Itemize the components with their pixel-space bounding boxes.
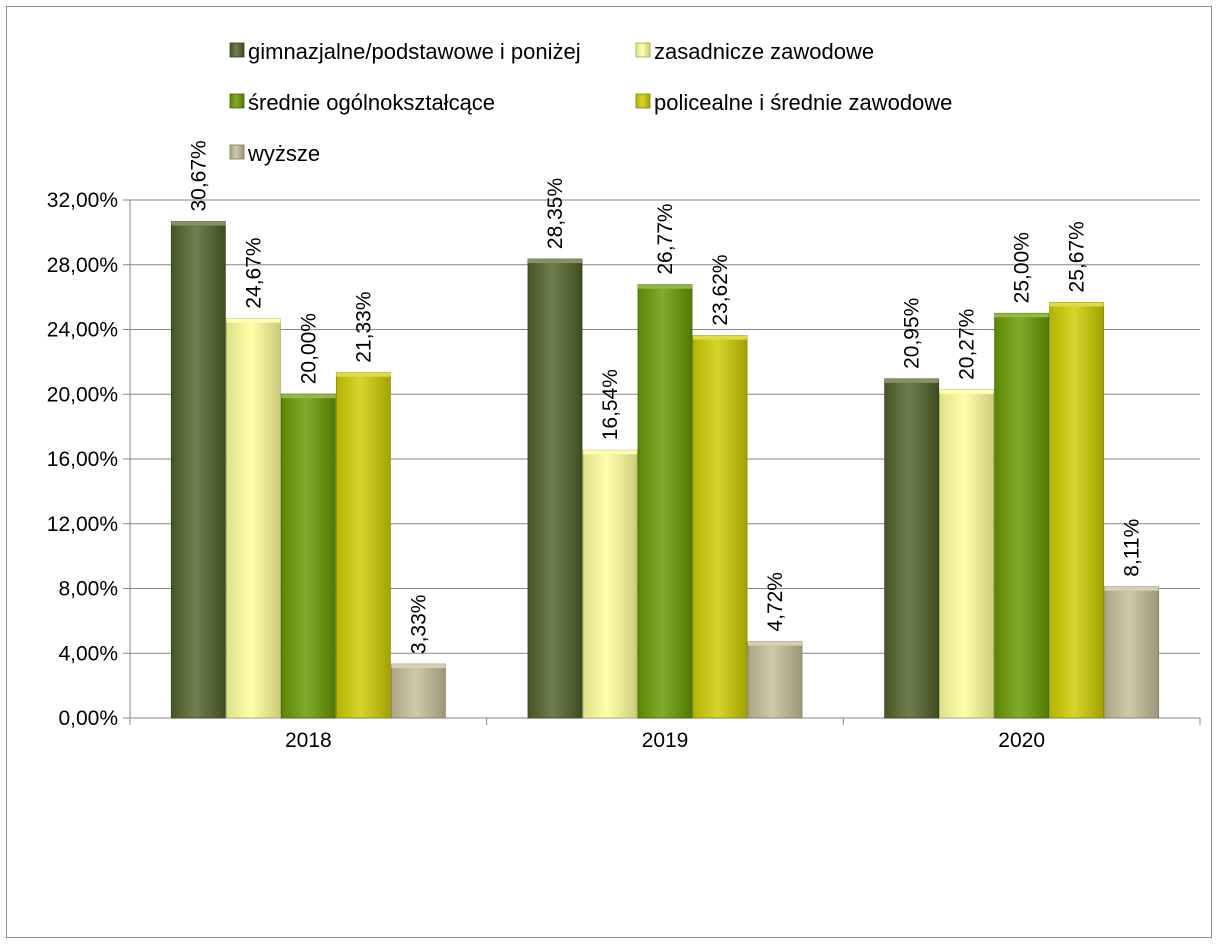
legend: gimnazjalne/podstawowe i poniżej zasadnic… — [229, 39, 952, 166]
bar-top-bevel — [748, 641, 802, 646]
bar-top-bevel — [226, 318, 281, 323]
data-label: 24,67% — [242, 237, 265, 308]
data-label: 21,33% — [352, 291, 375, 362]
bar — [1104, 586, 1160, 719]
data-label: 20,00% — [297, 313, 320, 384]
data-label: 20,95% — [901, 298, 924, 369]
legend-label: gimnazjalne/podstawowe i poniżej — [248, 39, 581, 64]
bars — [170, 221, 1160, 719]
data-label: 3,33% — [407, 595, 430, 655]
data-label: 25,00% — [1011, 232, 1034, 303]
data-labels: 30,67% 28,35% 20,95% 24,67% 16,54% 20,27% 20,0… — [187, 140, 1143, 654]
bar-top-bevel — [693, 335, 747, 340]
bar — [747, 641, 803, 719]
bar — [884, 378, 940, 719]
legend-label: policealne i średnie zawodowe — [654, 90, 952, 115]
bar-top-bevel — [336, 372, 391, 377]
bar-top-bevel — [939, 389, 994, 394]
bar — [582, 449, 638, 719]
legend-swatch — [635, 93, 651, 109]
bar — [280, 393, 336, 719]
data-label: 20,27% — [956, 309, 979, 380]
bar — [390, 663, 446, 719]
bar — [225, 318, 281, 719]
bar — [939, 389, 995, 719]
x-tick-label: 2018 — [285, 729, 332, 752]
bar-top-bevel — [528, 259, 582, 264]
data-label: 30,67% — [187, 140, 210, 211]
bar-top-bevel — [391, 664, 446, 669]
bar-top-bevel — [1104, 586, 1159, 591]
legend-swatch — [229, 42, 245, 58]
y-tick-label: 32,00% — [47, 189, 118, 212]
bar — [1049, 302, 1105, 719]
y-tick-label: 16,00% — [47, 448, 118, 471]
data-label: 23,62% — [709, 254, 732, 325]
data-label: 25,67% — [1066, 221, 1089, 292]
bar-top-bevel — [884, 378, 939, 383]
legend-swatch — [229, 93, 245, 109]
bar — [692, 335, 748, 719]
bar — [994, 312, 1050, 719]
bar — [527, 258, 583, 719]
data-label: 16,54% — [599, 369, 622, 440]
legend-label: zasadnicze zawodowe — [654, 39, 874, 64]
y-tick-label: 20,00% — [47, 383, 118, 406]
y-tick-label: 8,00% — [58, 578, 118, 601]
bar-top-bevel — [281, 394, 336, 399]
bar — [335, 372, 391, 719]
y-tick-label: 12,00% — [47, 513, 118, 536]
bar — [637, 284, 693, 719]
bar — [170, 221, 226, 719]
x-tick-label: 2019 — [642, 729, 689, 752]
y-tick-label: 0,00% — [58, 707, 118, 730]
x-tick-label: 2020 — [998, 729, 1045, 752]
bar-top-bevel — [1049, 302, 1104, 307]
bar-top-bevel — [583, 450, 637, 455]
legend-label: średnie ogólnokształcące — [248, 90, 495, 115]
bar-top-bevel — [994, 313, 1049, 318]
data-label: 4,72% — [764, 572, 787, 632]
bar-top-bevel — [171, 221, 226, 226]
data-label: 26,77% — [654, 203, 677, 274]
data-label: 8,11% — [1121, 519, 1144, 577]
y-tick-label: 28,00% — [47, 254, 118, 277]
legend-swatch — [229, 144, 245, 160]
legend-label: wyższe — [247, 141, 320, 166]
y-tick-label: 24,00% — [47, 319, 118, 342]
legend-swatch — [635, 42, 651, 58]
y-tick-label: 4,00% — [58, 642, 118, 665]
data-label: 28,35% — [544, 178, 567, 249]
bar-top-bevel — [638, 284, 692, 289]
